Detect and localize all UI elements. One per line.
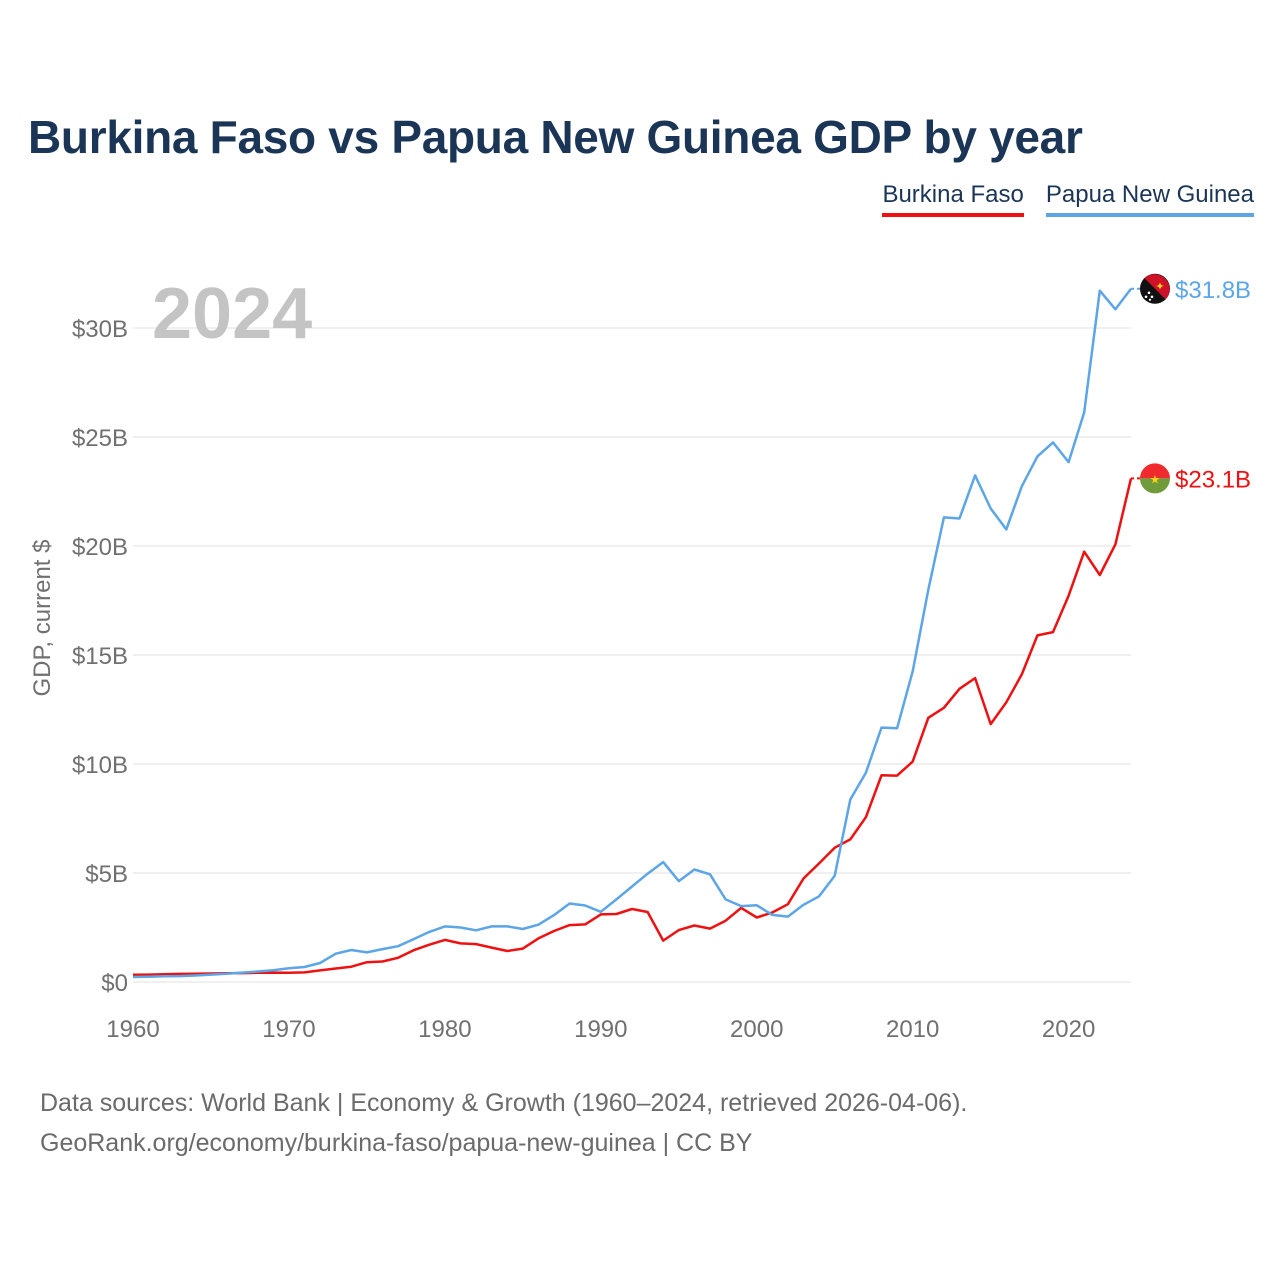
end-labels: ★ $23.1B ✦ $31.8B xyxy=(1131,273,1251,494)
sources-line-1: Data sources: World Bank | Economy & Gro… xyxy=(40,1089,968,1117)
y-tick-label: $25B xyxy=(72,425,128,452)
end-value-label: $23.1B xyxy=(1175,466,1251,493)
sources-line-2: GeoRank.org/economy/burkina-faso/papua-n… xyxy=(40,1129,753,1157)
x-axis-ticks: 1960 1970 1980 1990 2000 2010 2020 xyxy=(106,1016,1095,1043)
series-line-papua-new-guinea[interactable] xyxy=(132,288,1132,979)
x-tick-label: 1970 xyxy=(262,1016,315,1043)
y-tick-label: $5B xyxy=(85,861,128,888)
y-tick-label: $20B xyxy=(72,534,128,561)
y-tick-label: $30B xyxy=(72,316,128,343)
legend-item-papua-new-guinea[interactable]: Papua New Guinea xyxy=(1045,180,1254,217)
series-line-burkina-faso[interactable] xyxy=(132,478,1133,977)
data-sources: Data sources: World Bank | Economy & Gro… xyxy=(40,1083,967,1163)
legend: Burkina Faso Papua New Guinea xyxy=(882,180,1254,217)
x-tick-label: 1990 xyxy=(574,1016,627,1043)
chart-title: Burkina Faso vs Papua New Guinea GDP by … xyxy=(28,111,1083,163)
papua-new-guinea-flag-icon: ✦ xyxy=(1140,273,1170,304)
y-axis-label: GDP, current $ xyxy=(29,540,56,697)
y-axis-ticks: $0 $5B $10B $15B $20B $25B $30B xyxy=(72,316,128,997)
svg-text:★: ★ xyxy=(1150,472,1161,486)
y-tick-label: $10B xyxy=(72,752,128,779)
svg-text:✦: ✦ xyxy=(1155,281,1164,293)
year-watermark: 2024 xyxy=(152,274,312,354)
series-lines xyxy=(132,288,1133,979)
x-tick-label: 2020 xyxy=(1042,1016,1095,1043)
y-tick-label: $15B xyxy=(72,643,128,670)
legend-item-burkina-faso[interactable]: Burkina Faso xyxy=(882,180,1024,217)
y-tick-label: $0 xyxy=(101,970,128,997)
end-value-label: $31.8B xyxy=(1175,277,1251,304)
burkina-faso-flag-icon: ★ xyxy=(1140,463,1170,494)
x-tick-label: 2010 xyxy=(886,1016,939,1043)
gridlines xyxy=(133,327,1131,983)
gdp-line-chart: $0$5B$10B$15B$20B$25B$30B 1960 1970 1980 19… xyxy=(29,273,1251,1043)
x-tick-label: 1980 xyxy=(418,1016,471,1043)
x-tick-label: 1960 xyxy=(106,1016,159,1043)
x-tick-label: 2000 xyxy=(730,1016,783,1043)
